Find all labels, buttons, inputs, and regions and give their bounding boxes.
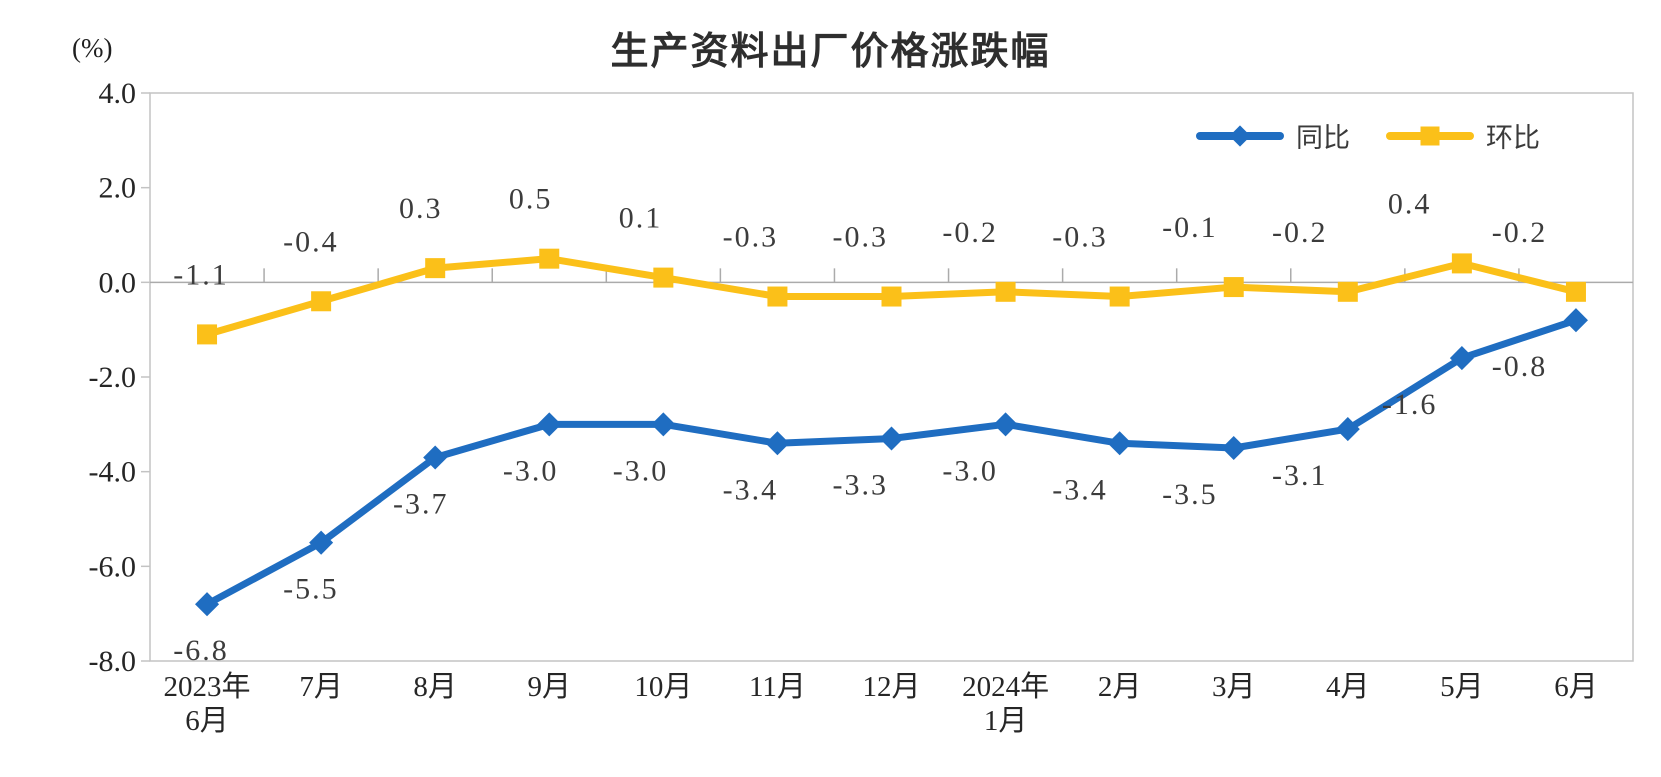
mom-data-label: 0.5 — [509, 183, 553, 216]
yoy-data-label: -3.5 — [1162, 478, 1218, 511]
x-tick-label: 11月 — [749, 671, 806, 703]
yoy-marker — [537, 412, 562, 437]
legend-label-yoy: 同比 — [1296, 123, 1350, 153]
yoy-marker — [1221, 435, 1246, 461]
mom-marker — [311, 291, 332, 312]
x-tick-label: 5月 — [1440, 671, 1484, 703]
x-tick-label: 3月 — [1212, 671, 1256, 703]
yoy-data-label: -3.0 — [503, 454, 559, 487]
yoy-data-label: -5.5 — [283, 573, 339, 606]
mom-data-label: -0.2 — [1492, 216, 1548, 249]
yoy-data-label: -0.8 — [1492, 350, 1548, 383]
x-tick-label: 8月 — [413, 671, 457, 703]
yoy-marker — [423, 445, 448, 470]
yoy-data-label: -3.7 — [393, 487, 449, 520]
mom-marker — [425, 258, 446, 279]
y-tick-label: -4.0 — [89, 456, 137, 489]
mom-data-label: -0.4 — [283, 225, 339, 258]
mom-data-label: -0.3 — [723, 221, 779, 254]
x-tick-label: 2024年 1月 — [962, 670, 1049, 737]
mom-marker — [1565, 281, 1586, 302]
yoy-marker — [1335, 417, 1360, 442]
x-tick-label: 6月 — [1554, 671, 1598, 703]
mom-data-label: 0.1 — [619, 202, 663, 235]
y-tick-label: 4.0 — [99, 77, 137, 110]
yoy-series-line — [203, 316, 1580, 608]
legend-label-mom: 环比 — [1486, 123, 1540, 153]
mom-marker — [1451, 253, 1472, 274]
legend-item-mom: 环比 — [1386, 116, 1540, 155]
mom-marker — [539, 248, 560, 269]
yoy-data-label: -3.0 — [613, 454, 669, 487]
mom-data-label: -0.2 — [1272, 216, 1328, 249]
mom-data-label: -0.3 — [833, 221, 889, 254]
mom-data-label: 0.4 — [1388, 187, 1432, 220]
mom-marker — [1337, 281, 1358, 302]
y-tick-label: -6.0 — [89, 550, 137, 583]
yoy-data-label: -3.3 — [833, 469, 889, 502]
yoy-marker — [1449, 346, 1474, 371]
mom-data-label: -0.2 — [942, 216, 998, 249]
mom-data-label: -1.1 — [173, 258, 229, 291]
mom-data-label: -0.1 — [1162, 211, 1218, 244]
yoy-marker — [1107, 431, 1132, 456]
legend: 同比 环比 — [1196, 116, 1540, 155]
legend-item-yoy: 同比 — [1196, 116, 1350, 155]
mom-marker — [1223, 277, 1244, 298]
x-tick-label: 2月 — [1098, 671, 1142, 703]
x-tick-label: 2023年 6月 — [164, 670, 251, 737]
y-tick-label: -2.0 — [89, 361, 137, 394]
x-tick-label: 9月 — [528, 671, 572, 703]
yoy-data-label: -3.4 — [1052, 473, 1108, 506]
y-tick-label: 0.0 — [99, 266, 137, 299]
mom-data-label: -0.3 — [1052, 221, 1108, 254]
y-tick-label: -8.0 — [89, 645, 137, 678]
yoy-data-label: -6.8 — [173, 634, 229, 667]
mom-data-label: 0.3 — [399, 192, 443, 225]
mom-legend-square-icon — [1420, 126, 1440, 145]
chart-title: 生产资料出厂价格涨跌幅 — [610, 31, 1051, 73]
yoy-legend-line-sample — [1196, 124, 1284, 147]
x-tick-label: 7月 — [299, 671, 343, 703]
mom-marker — [881, 286, 902, 307]
yoy-marker — [1563, 308, 1588, 333]
y-axis-unit-label: (%) — [72, 33, 113, 63]
x-tick-label: 12月 — [862, 671, 920, 703]
yoy-marker — [879, 426, 904, 451]
yoy-data-label: -3.1 — [1272, 459, 1328, 492]
yoy-data-label: -3.0 — [942, 454, 998, 487]
x-tick-label: 4月 — [1326, 671, 1370, 703]
yoy-marker — [765, 431, 790, 456]
mom-marker — [995, 281, 1016, 302]
mom-marker — [767, 286, 788, 307]
yoy-data-label: -1.6 — [1382, 388, 1438, 421]
yoy-marker — [651, 412, 676, 437]
mom-legend-line-sample — [1386, 126, 1474, 145]
mom-marker — [1109, 286, 1130, 307]
x-tick-label: 10月 — [634, 671, 692, 703]
mom-marker — [197, 324, 218, 345]
plot-frame — [149, 92, 1634, 662]
y-tick-label: 2.0 — [99, 172, 137, 205]
mom-marker — [653, 267, 674, 288]
yoy-data-label: -3.4 — [723, 473, 779, 506]
yoy-marker — [993, 412, 1018, 437]
